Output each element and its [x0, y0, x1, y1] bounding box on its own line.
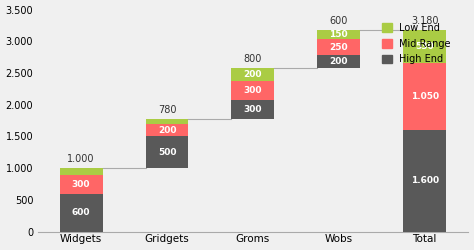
Text: 250: 250	[329, 43, 348, 52]
Legend: Low End, Mid Range, High End: Low End, Mid Range, High End	[378, 19, 455, 68]
Text: 300: 300	[244, 86, 262, 95]
Text: 3.180: 3.180	[411, 16, 438, 26]
Bar	[60, 194, 102, 232]
Bar	[146, 119, 189, 124]
Text: 600: 600	[72, 208, 91, 217]
Text: 200: 200	[329, 57, 348, 66]
Bar	[146, 136, 189, 168]
Text: 530: 530	[415, 42, 434, 51]
Bar	[317, 40, 360, 55]
Bar	[403, 130, 446, 232]
Bar	[60, 174, 102, 194]
Bar	[231, 68, 274, 81]
Bar	[60, 168, 102, 174]
Text: 600: 600	[329, 16, 348, 26]
Text: 200: 200	[158, 126, 176, 135]
Bar	[403, 30, 446, 64]
Bar	[403, 64, 446, 130]
Text: 150: 150	[329, 30, 348, 39]
Text: 200: 200	[244, 70, 262, 79]
Text: 1.600: 1.600	[410, 176, 439, 186]
Bar	[231, 100, 274, 119]
Text: 800: 800	[244, 54, 262, 64]
Bar	[317, 55, 360, 68]
Text: 300: 300	[72, 180, 91, 188]
Text: 1.050: 1.050	[410, 92, 439, 101]
Bar	[231, 81, 274, 100]
Text: 300: 300	[244, 105, 262, 114]
Text: 1.000: 1.000	[67, 154, 95, 164]
Text: 780: 780	[158, 105, 176, 115]
Text: 500: 500	[158, 148, 176, 157]
Bar	[317, 30, 360, 40]
Bar	[146, 124, 189, 136]
